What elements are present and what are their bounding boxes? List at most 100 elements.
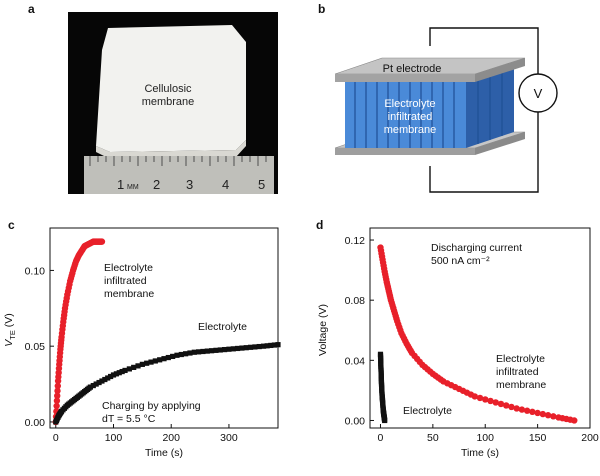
- data-point: [58, 409, 64, 416]
- annotation-text: Electrolyte: [403, 405, 452, 417]
- data-point: [61, 308, 68, 315]
- schematic-membrane-label-line2: infiltrated: [388, 111, 433, 123]
- schematic: V Pt electrode Electrolyte infiltrated m…: [334, 27, 558, 193]
- data-point: [402, 337, 409, 345]
- data-point: [234, 345, 241, 352]
- data-point: [174, 352, 180, 358]
- data-point: [379, 397, 386, 403]
- ruler-number-1: 1: [117, 177, 124, 192]
- data-point: [427, 368, 434, 375]
- data-point: [390, 304, 397, 312]
- data-point: [487, 397, 494, 405]
- data-point: [397, 327, 404, 334]
- data-point: [407, 347, 414, 354]
- data-point: [116, 370, 122, 376]
- data-point: [268, 342, 274, 349]
- data-point: [54, 392, 61, 400]
- data-point: [378, 362, 384, 368]
- data-point: [209, 348, 215, 354]
- annotation-text: Electrolyte: [496, 353, 545, 365]
- annotation-text: infiltrated: [496, 366, 539, 378]
- data-point: [148, 359, 154, 365]
- data-point: [256, 343, 262, 350]
- data-point: [529, 408, 536, 416]
- data-point: [213, 347, 219, 353]
- data-point: [161, 356, 167, 362]
- data-point: [53, 402, 60, 410]
- data-point: [544, 412, 552, 419]
- plot-frame: [49, 227, 279, 429]
- schematic-membrane-label-line1: Electrolyte: [384, 98, 435, 110]
- schematic-membrane-label-line3: membrane: [384, 124, 437, 136]
- wire-top: [429, 27, 539, 74]
- ruler-unit-mm: MM: [127, 184, 139, 191]
- data-point: [567, 416, 574, 423]
- data-point: [55, 414, 61, 420]
- data-point: [66, 281, 73, 288]
- data-point: [550, 413, 557, 420]
- data-point: [170, 353, 176, 360]
- data-point: [513, 405, 520, 412]
- data-point: [508, 403, 515, 411]
- data-point: [122, 367, 128, 374]
- annotation-text: membrane: [104, 288, 154, 300]
- data-point: [217, 347, 223, 353]
- data-point: [379, 392, 385, 398]
- data-point: [467, 391, 475, 398]
- annotation-text: infiltrated: [104, 275, 147, 287]
- plot-frame: [369, 227, 591, 429]
- data-point: [90, 382, 96, 389]
- data-point: [239, 345, 245, 351]
- data-point: [497, 400, 505, 408]
- data-point: [69, 269, 76, 277]
- data-point: [380, 265, 388, 272]
- annotation-text: dT = 5.5 °C: [102, 413, 156, 425]
- data-point: [380, 402, 386, 409]
- data-point: [381, 417, 388, 423]
- wire-bottom: [429, 112, 539, 193]
- membrane-block-front: [345, 82, 466, 148]
- membrane-sheet: [96, 25, 246, 152]
- data-point: [437, 376, 444, 383]
- data-point: [378, 253, 386, 260]
- x-tick-label: 200: [162, 432, 180, 444]
- x-axis-label: Time (s): [461, 447, 499, 459]
- data-point: [144, 360, 150, 366]
- data-point: [108, 373, 114, 380]
- data-point: [523, 407, 531, 414]
- x-tick-label: 100: [476, 432, 494, 444]
- x-tick-label: 150: [529, 432, 547, 444]
- y-axis-label: Voltage (V): [317, 304, 329, 356]
- data-point: [126, 366, 132, 372]
- ruler-ticks: [89, 156, 267, 166]
- data-point: [271, 342, 277, 348]
- x-tick-label: 300: [220, 432, 238, 444]
- annotation-text: Electrolyte: [198, 321, 247, 333]
- annotation-text: Electrolyte: [104, 262, 153, 274]
- data-point: [264, 343, 270, 349]
- data-point: [80, 390, 86, 396]
- data-point: [165, 354, 171, 361]
- panel-letter-a: a: [28, 2, 35, 16]
- data-point: [139, 361, 145, 367]
- y-tick-label: 0.00: [345, 415, 366, 427]
- x-tick-label: 100: [105, 432, 123, 444]
- data-point: [191, 349, 197, 355]
- data-point: [539, 410, 547, 418]
- y-tick-label: 0.12: [345, 235, 366, 247]
- electrode-label: Pt electrode: [383, 63, 442, 75]
- data-point: [387, 294, 394, 302]
- x-tick-label: 0: [378, 432, 384, 444]
- y-tick-label: 0.05: [25, 341, 46, 353]
- data-point: [247, 344, 254, 350]
- ruler-number-2: 2: [153, 177, 160, 192]
- data-point: [204, 348, 210, 354]
- data-point: [119, 368, 125, 375]
- x-tick-label: 50: [427, 432, 439, 444]
- ruler-number-5: 5: [258, 177, 265, 192]
- data-point: [378, 356, 384, 362]
- data-point: [226, 346, 232, 352]
- data-point: [99, 378, 105, 384]
- data-point: [74, 394, 81, 400]
